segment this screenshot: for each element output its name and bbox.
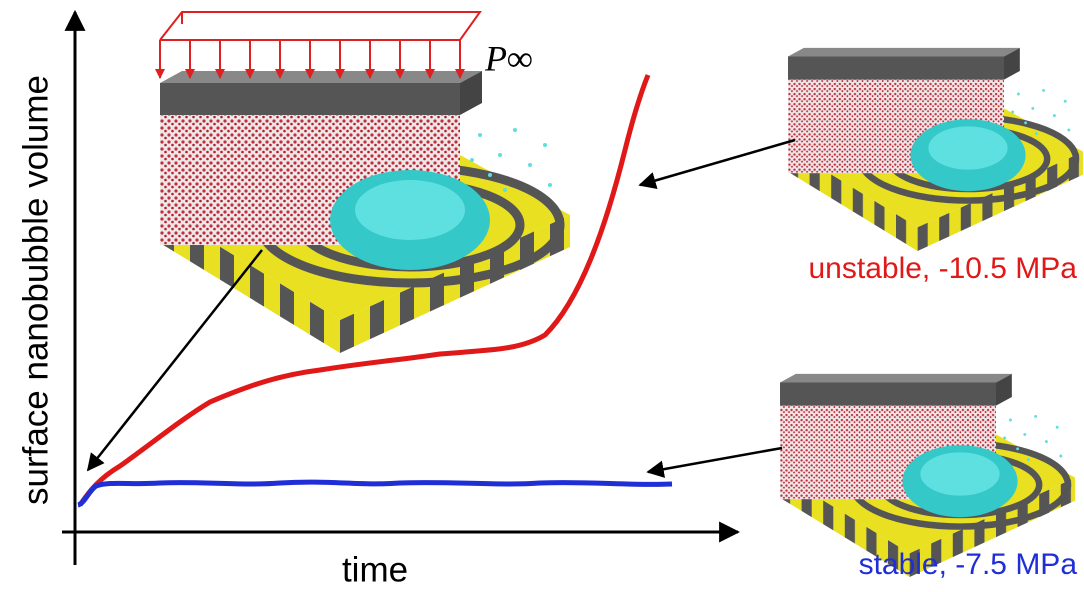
simulation-stable [780, 374, 1075, 577]
page: {"axes": {"y_label": "surface nanobubble… [0, 0, 1084, 592]
simulation-unstable [788, 48, 1083, 251]
pointer-arrow [648, 448, 782, 472]
unstable-label: unstable, -10.5 MPa [809, 252, 1078, 285]
stable-curve [78, 482, 672, 505]
stable-label: stable, -7.5 MPa [859, 548, 1078, 581]
figure: P∞ surface nanobubble volume time unstab… [0, 0, 1084, 592]
y-axis-label: surface nanobubble volume [16, 75, 55, 505]
x-axis-label: time [342, 550, 408, 589]
pointer-arrow [88, 250, 262, 470]
pointer-arrow [640, 140, 795, 185]
simulation-main [160, 71, 570, 353]
pressure-arrows [160, 12, 480, 78]
pressure-label: P∞ [484, 38, 533, 78]
